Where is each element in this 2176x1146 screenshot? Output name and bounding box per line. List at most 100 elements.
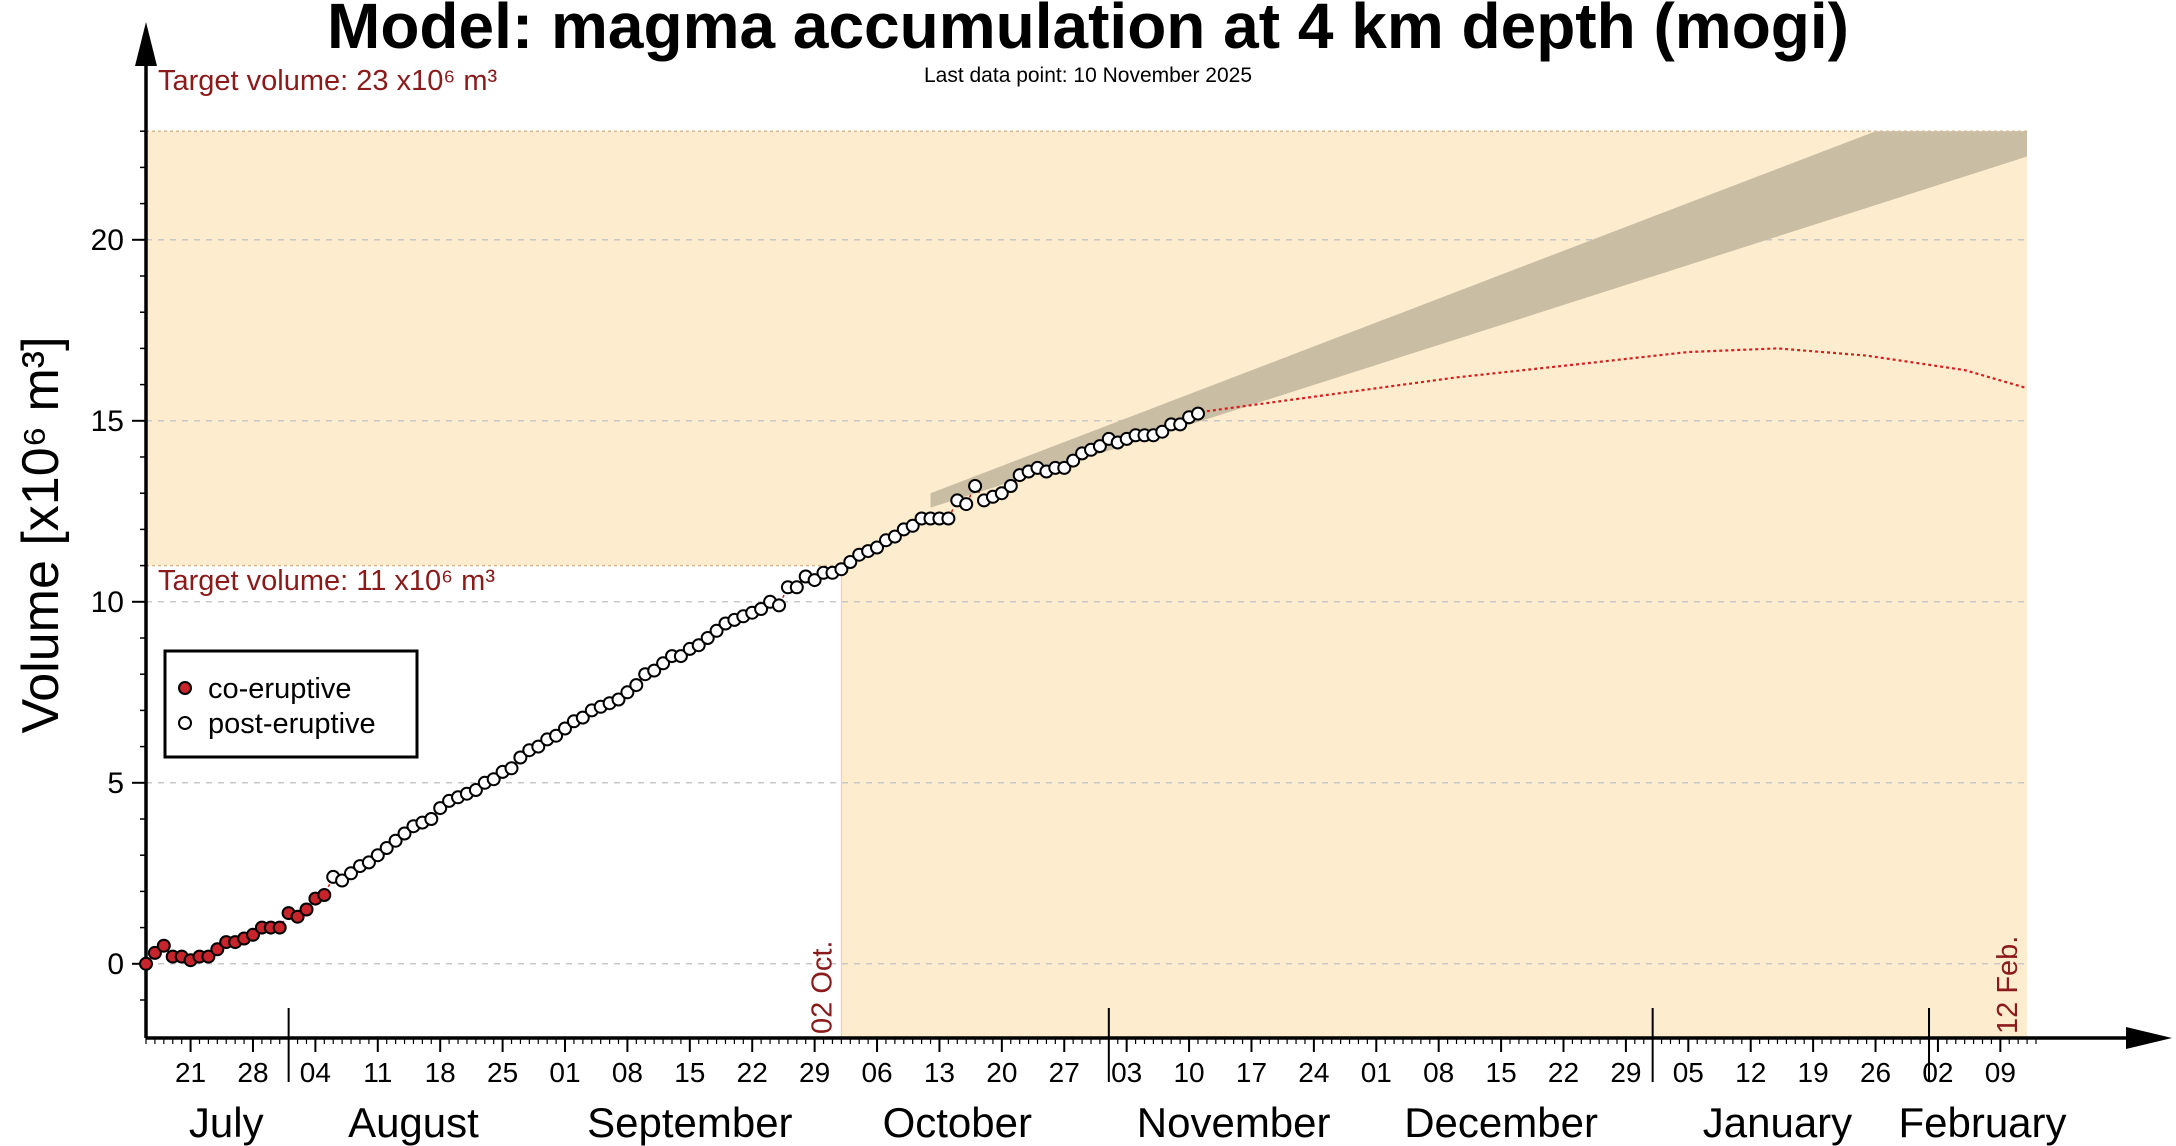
- post-eruptive-point: [361, 855, 376, 870]
- x-tick-label: 29: [1610, 1057, 1641, 1088]
- x-tick-label: 01: [549, 1057, 580, 1088]
- window-end-label: 12 Feb.: [1992, 936, 2024, 1034]
- post-eruptive-point: [504, 761, 519, 776]
- legend-co-eruptive-label: co-eruptive: [208, 673, 351, 705]
- post-eruptive-point: [1155, 424, 1170, 439]
- x-tick-label: 18: [425, 1057, 456, 1088]
- x-tick-label: 15: [1486, 1057, 1517, 1088]
- legend-co-eruptive-marker: [178, 681, 192, 695]
- x-tick-label: 20: [986, 1057, 1017, 1088]
- post-eruptive-point: [424, 812, 439, 826]
- post-eruptive-point: [575, 710, 590, 725]
- post-eruptive-point: [709, 623, 724, 638]
- y-tick-label: 0: [107, 948, 124, 981]
- post-eruptive-point: [611, 692, 626, 707]
- co-eruptive-point: [139, 956, 153, 971]
- post-eruptive-point: [905, 518, 920, 533]
- x-tick-label: 09: [1985, 1057, 2016, 1088]
- x-tick-label: 10: [1173, 1057, 1204, 1088]
- y-tick-label: 10: [91, 586, 124, 619]
- x-tick-label: 15: [674, 1057, 705, 1088]
- post-eruptive-point: [941, 511, 956, 526]
- legend-post-eruptive-label: post-eruptive: [208, 708, 376, 740]
- x-tick-label: 13: [924, 1057, 955, 1088]
- x-tick-label: 19: [1798, 1057, 1829, 1088]
- post-eruptive-point: [1173, 417, 1188, 432]
- post-eruptive-point: [531, 739, 546, 754]
- legend-box: [163, 649, 419, 759]
- post-eruptive-point: [789, 580, 804, 595]
- post-eruptive-point: [397, 826, 412, 841]
- co-eruptive-point: [272, 920, 287, 935]
- x-tick-label: 17: [1236, 1057, 1267, 1088]
- x-tick-label: 28: [237, 1057, 268, 1088]
- post-eruptive-point: [772, 598, 786, 613]
- x-tick-label: 27: [1049, 1057, 1080, 1088]
- x-tick-label: 03: [1111, 1057, 1142, 1088]
- post-eruptive-point: [673, 649, 688, 664]
- x-tick-label: 01: [1361, 1057, 1392, 1088]
- co-eruptive-point: [210, 942, 225, 957]
- post-eruptive-point: [656, 656, 671, 671]
- post-eruptive-point: [629, 678, 644, 693]
- co-eruptive-point: [156, 938, 171, 953]
- x-axis-arrow: [2126, 1027, 2172, 1049]
- x-tick-label: 21: [175, 1057, 206, 1088]
- post-eruptive-point: [887, 529, 902, 544]
- y-tick-label: 20: [91, 224, 124, 257]
- month-label: January: [1703, 1099, 1852, 1146]
- legend-post-eruptive-marker: [178, 716, 192, 730]
- target-high-label: Target volume: 23 x10⁶ m³: [158, 65, 497, 97]
- post-eruptive-point: [994, 486, 1009, 501]
- post-eruptive-point: [1066, 453, 1081, 468]
- post-eruptive-point: [1057, 460, 1072, 475]
- post-eruptive-point: [870, 540, 884, 555]
- x-tick-label: 24: [1298, 1057, 1329, 1088]
- x-tick-label: 02: [1922, 1057, 1953, 1088]
- post-eruptive-point: [1092, 439, 1107, 454]
- y-tick-label: 5: [107, 767, 124, 800]
- month-label: December: [1404, 1099, 1598, 1146]
- y-tick-label: 15: [91, 405, 124, 438]
- post-eruptive-point: [558, 721, 572, 736]
- post-eruptive-point: [691, 638, 706, 653]
- x-tick-label: 22: [737, 1057, 768, 1088]
- post-eruptive-point: [843, 555, 858, 569]
- co-eruptive-point: [246, 927, 260, 942]
- x-tick-label: 05: [1673, 1057, 1704, 1088]
- post-eruptive-point: [388, 833, 403, 848]
- post-eruptive-point: [834, 562, 849, 577]
- post-eruptive-point: [549, 728, 564, 743]
- month-label: October: [883, 1099, 1032, 1146]
- x-tick-label: 04: [300, 1057, 331, 1088]
- post-eruptive-point: [807, 573, 822, 588]
- x-tick-label: 29: [799, 1057, 830, 1088]
- grid-layer: [146, 239, 2028, 965]
- month-label: August: [348, 1099, 479, 1146]
- y-axis-label: Volume [x10⁶ m³]: [12, 336, 70, 733]
- post-eruptive-point: [1191, 406, 1205, 421]
- y-axis-arrow: [135, 22, 157, 66]
- post-eruptive-point: [335, 873, 350, 888]
- x-tick-label: 08: [1423, 1057, 1454, 1088]
- post-eruptive-point: [647, 663, 662, 678]
- month-label: September: [587, 1099, 792, 1146]
- post-eruptive-point: [754, 602, 769, 616]
- month-label: February: [1898, 1099, 2066, 1146]
- co-eruptive-point: [317, 888, 332, 902]
- eruption-window-region: [841, 565, 2028, 1038]
- x-tick-label: 22: [1548, 1057, 1579, 1088]
- post-eruptive-point: [700, 631, 715, 645]
- points-layer: [139, 406, 1205, 971]
- post-eruptive-point: [620, 685, 635, 700]
- co-eruptive-point: [290, 909, 305, 924]
- chart-title: Model: magma accumulation at 4 km depth …: [327, 0, 1849, 62]
- x-tick-label: 06: [861, 1057, 892, 1088]
- x-tick-label: 11: [363, 1057, 392, 1088]
- co-eruptive-point: [147, 945, 162, 960]
- window-start-label: 02 Oct.: [806, 941, 838, 1035]
- legend: co-eruptive post-eruptive: [163, 649, 419, 759]
- chart-subtitle: Last data point: 10 November 2025: [924, 64, 1252, 87]
- x-tick-label: 08: [612, 1057, 643, 1088]
